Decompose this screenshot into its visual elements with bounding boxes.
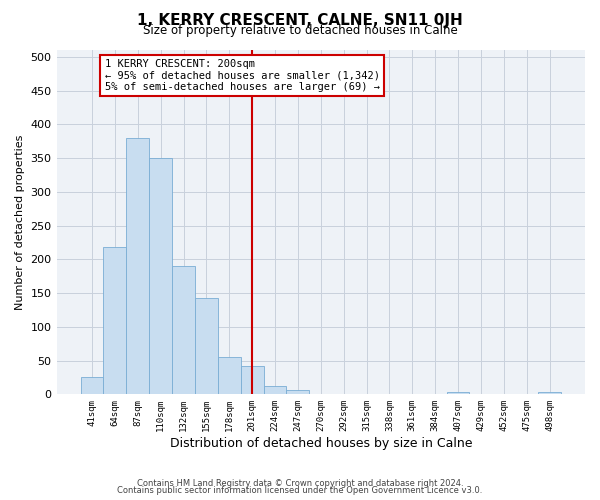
X-axis label: Distribution of detached houses by size in Calne: Distribution of detached houses by size …	[170, 437, 472, 450]
Bar	[127, 138, 149, 394]
Y-axis label: Number of detached properties: Number of detached properties	[15, 134, 25, 310]
Bar	[286, 390, 310, 394]
Text: 1 KERRY CRESCENT: 200sqm
← 95% of detached houses are smaller (1,342)
5% of semi: 1 KERRY CRESCENT: 200sqm ← 95% of detach…	[104, 59, 380, 92]
Bar	[80, 378, 103, 394]
Bar	[263, 386, 286, 394]
Text: Size of property relative to detached houses in Calne: Size of property relative to detached ho…	[143, 24, 457, 37]
Text: Contains HM Land Registry data © Crown copyright and database right 2024.: Contains HM Land Registry data © Crown c…	[137, 478, 463, 488]
Text: 1, KERRY CRESCENT, CALNE, SN11 0JH: 1, KERRY CRESCENT, CALNE, SN11 0JH	[137, 12, 463, 28]
Bar	[446, 392, 469, 394]
Bar	[195, 298, 218, 394]
Bar	[103, 247, 127, 394]
Bar	[149, 158, 172, 394]
Text: Contains public sector information licensed under the Open Government Licence v3: Contains public sector information licen…	[118, 486, 482, 495]
Bar	[172, 266, 195, 394]
Bar	[241, 366, 263, 394]
Bar	[218, 357, 241, 395]
Bar	[538, 392, 561, 394]
